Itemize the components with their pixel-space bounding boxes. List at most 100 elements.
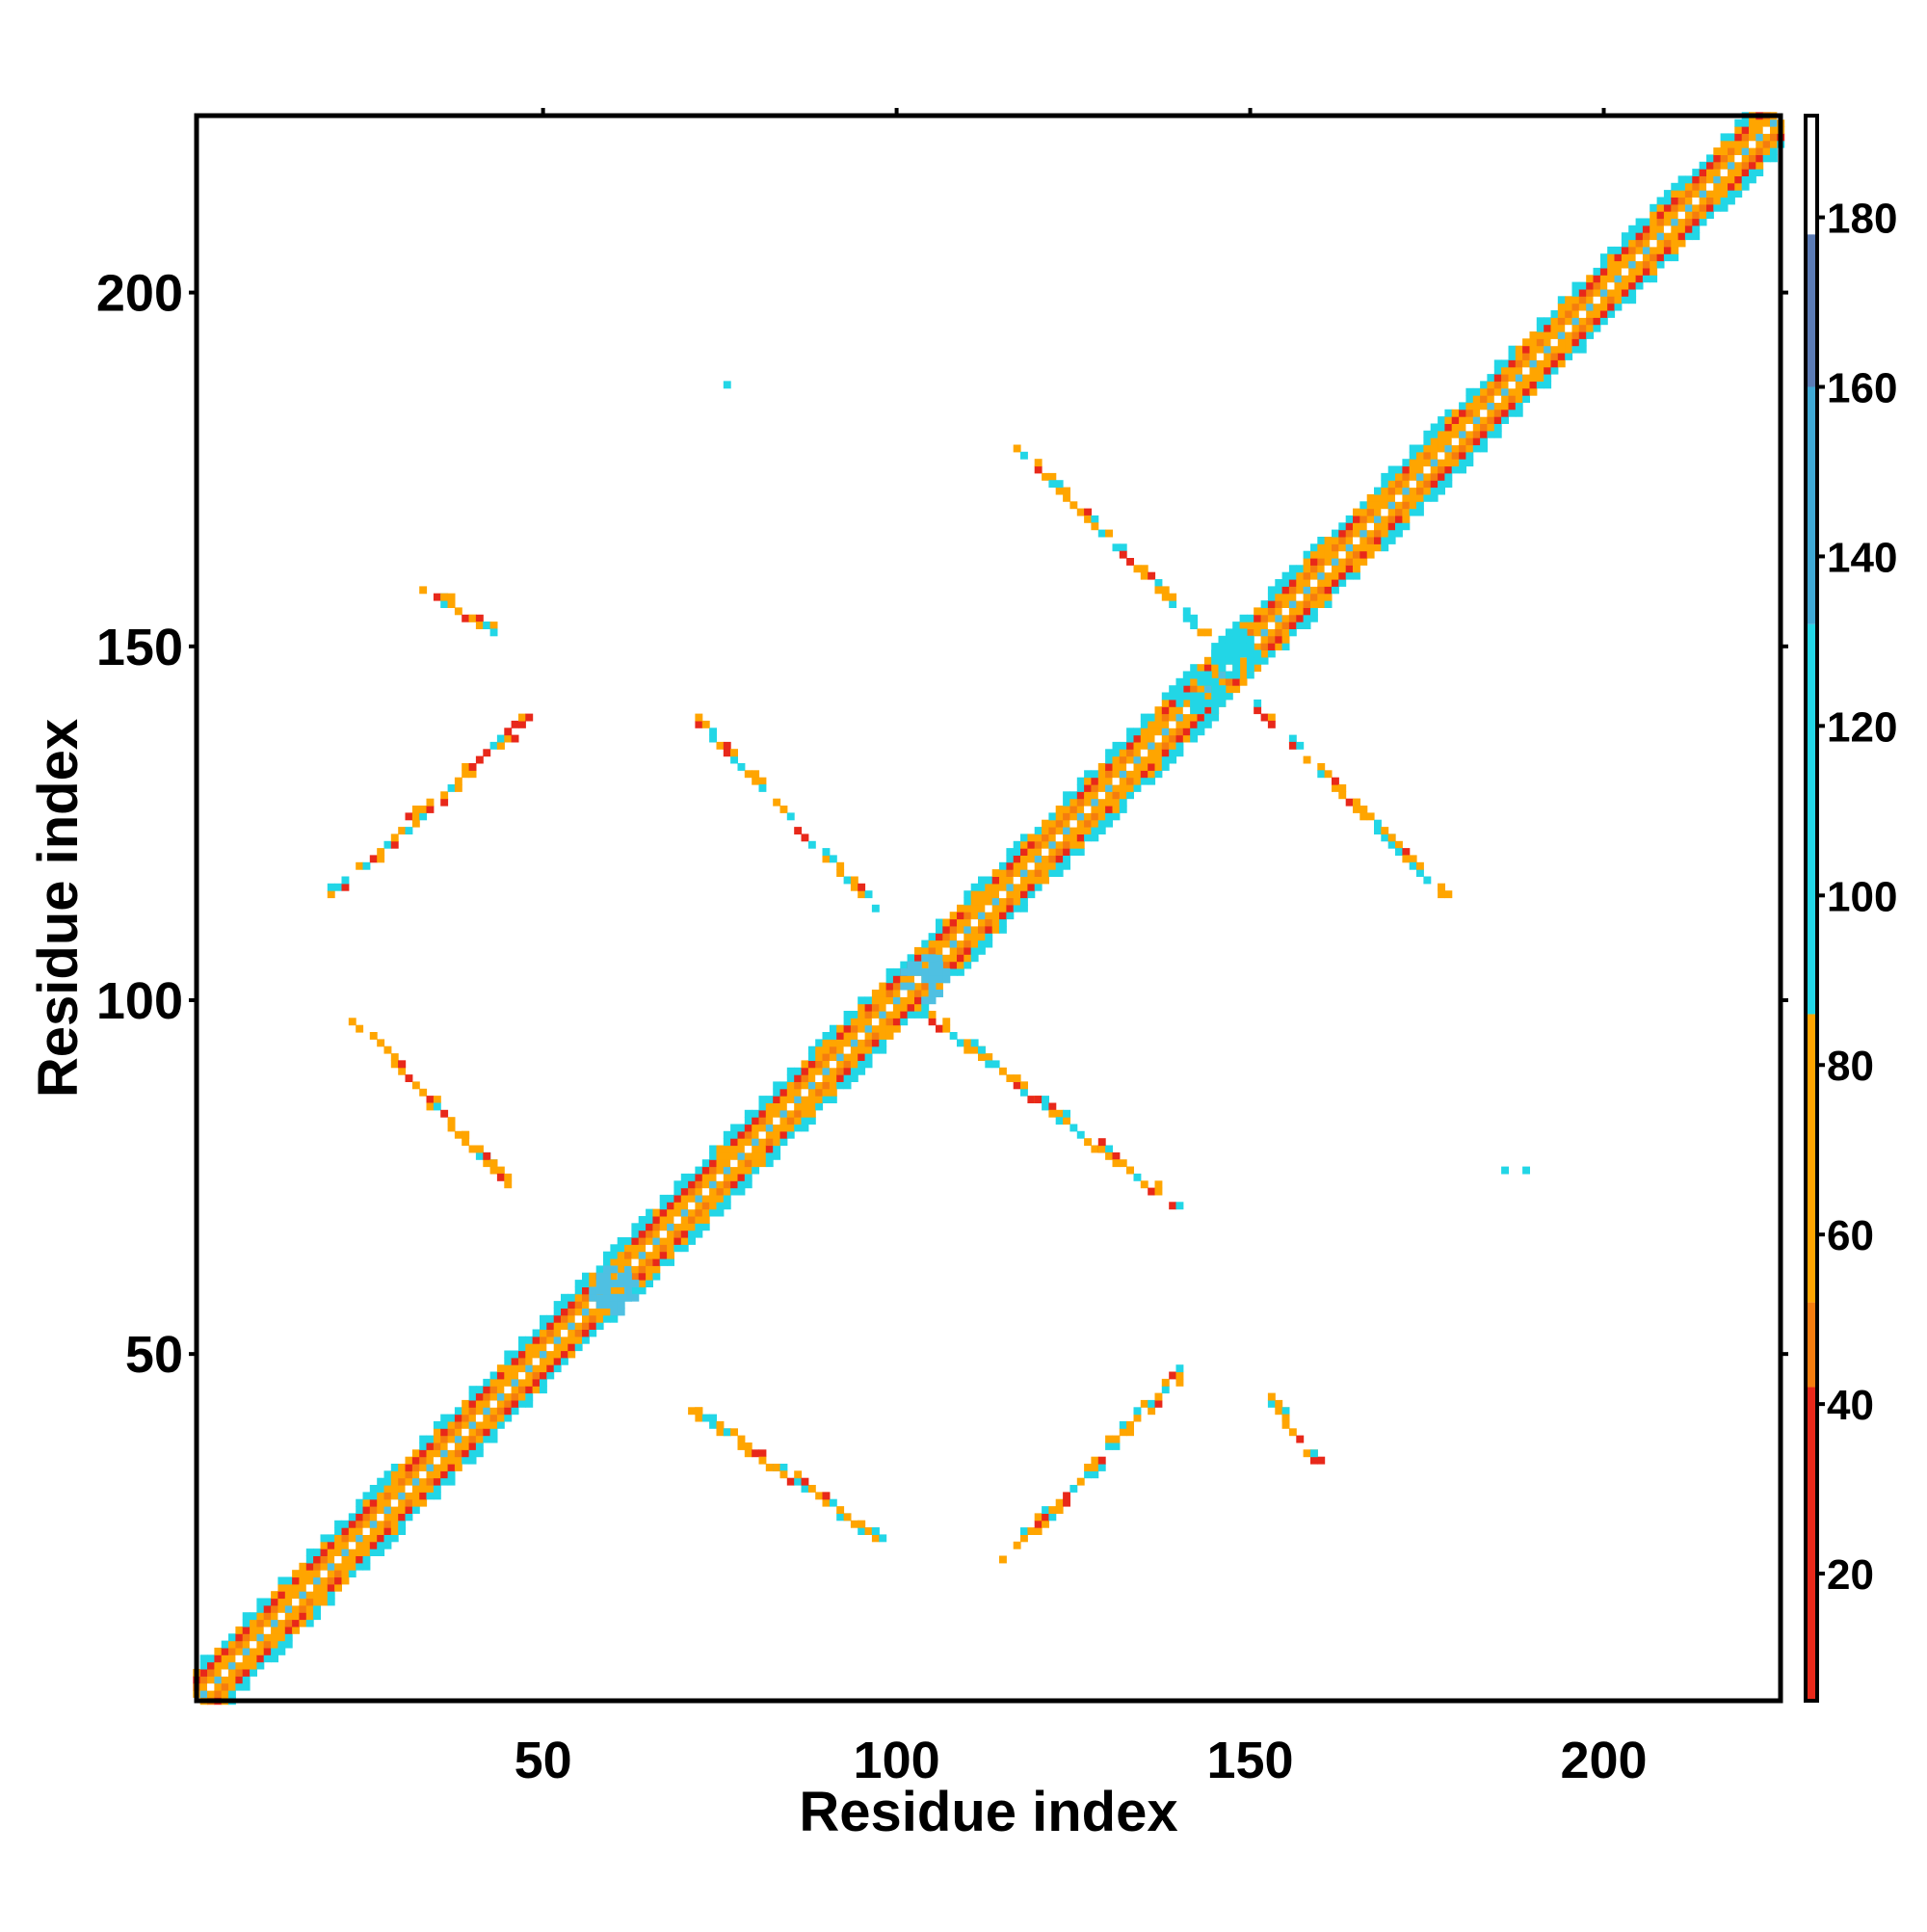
heatmap-cell [1522, 381, 1530, 389]
heatmap-cell [737, 1442, 746, 1450]
heatmap-cell [1699, 190, 1707, 198]
heatmap-cell [1310, 1456, 1318, 1465]
heatmap-cell [1190, 671, 1199, 679]
heatmap-cell [1402, 465, 1411, 474]
heatmap-cell [377, 1498, 385, 1507]
heatmap-cell [518, 1364, 526, 1373]
heatmap-cell [1423, 465, 1432, 474]
heatmap-cell [348, 1534, 356, 1543]
heatmap-cell [1650, 275, 1658, 283]
heatmap-cell [879, 982, 887, 991]
heatmap-cell [1246, 622, 1254, 629]
heatmap-cell [1069, 819, 1078, 828]
heatmap-cell [680, 1208, 689, 1217]
heatmap-cell [1508, 402, 1517, 410]
heatmap-cell [561, 1314, 568, 1323]
heatmap-cell [1671, 253, 1679, 262]
heatmap-cell [758, 1109, 767, 1118]
heatmap-cell [1338, 550, 1347, 559]
heatmap-cell [1055, 806, 1064, 813]
heatmap-cell [1480, 387, 1488, 396]
heatmap-cell [1353, 558, 1360, 566]
heatmap-cell [758, 1096, 767, 1103]
heatmap-cell [1303, 607, 1311, 616]
heatmap-cell [1324, 600, 1333, 608]
heatmap-cell [970, 890, 979, 899]
heatmap-cell [483, 749, 491, 757]
heatmap-cell [1374, 537, 1382, 544]
heatmap-cell [426, 1456, 435, 1465]
heatmap-cell [1034, 827, 1043, 834]
heatmap-cell [1197, 699, 1205, 707]
heatmap-cell [1175, 706, 1184, 715]
heatmap-cell [398, 1506, 407, 1514]
heatmap-cell [1493, 395, 1502, 403]
heatmap-cell [1501, 409, 1509, 417]
heatmap-cell [1218, 664, 1227, 673]
heatmap-cell [773, 1102, 781, 1111]
heatmap-cell [277, 1633, 286, 1642]
heatmap-cell [511, 1399, 519, 1408]
heatmap-cell [1487, 416, 1495, 424]
heatmap-cell [1048, 1506, 1057, 1514]
heatmap-cell [779, 1081, 788, 1090]
heatmap-cell [1628, 239, 1637, 248]
x-tick-label: 200 [1560, 1732, 1647, 1789]
heatmap-cell [468, 1392, 477, 1401]
heatmap-cell [468, 1428, 477, 1437]
heatmap-cell [1203, 685, 1212, 694]
heatmap-cell [1288, 741, 1297, 750]
heatmap-cell [1303, 1449, 1311, 1458]
heatmap-cell [985, 897, 993, 906]
heatmap-cell [489, 1407, 498, 1416]
heatmap-cell [1374, 529, 1382, 538]
heatmap-cell [1635, 260, 1644, 269]
heatmap-cell [292, 1576, 300, 1585]
heatmap-cell [1048, 480, 1057, 489]
heatmap-cell [957, 904, 964, 913]
heatmap-cell [1728, 190, 1735, 198]
heatmap-cell [504, 1371, 513, 1380]
heatmap-cell [1310, 586, 1318, 595]
heatmap-cell [369, 1548, 378, 1556]
heatmap-cell [475, 1442, 484, 1450]
heatmap-cell [540, 1350, 547, 1359]
heatmap-cell [1374, 501, 1382, 510]
heatmap-cell [334, 1520, 342, 1528]
heatmap-cell [1430, 430, 1439, 438]
heatmap-cell [723, 1194, 731, 1203]
heatmap-cell [532, 1357, 541, 1365]
heatmap-cell [1013, 1074, 1021, 1082]
heatmap-cell [871, 1011, 880, 1019]
heatmap-cell [907, 961, 915, 969]
heatmap-cell [433, 1477, 441, 1486]
heatmap-cell [978, 1045, 986, 1054]
heatmap-cell [1288, 607, 1297, 616]
heatmap-cell [695, 1194, 703, 1203]
heatmap-cell [390, 1506, 399, 1514]
heatmap-cell [1027, 1096, 1036, 1103]
heatmap-cell [1225, 692, 1233, 701]
heatmap-cell [1720, 140, 1729, 148]
heatmap-cell [942, 940, 951, 948]
heatmap-cell [440, 1477, 449, 1486]
heatmap-cell [1487, 381, 1495, 389]
heatmap-cell [398, 1060, 407, 1069]
heatmap-cell [978, 904, 986, 913]
heatmap-cell [822, 1045, 831, 1054]
heatmap-cell [1599, 310, 1608, 318]
heatmap-cell [907, 996, 915, 1005]
heatmap-cell [475, 1392, 484, 1401]
heatmap-cell [256, 1612, 265, 1621]
heatmap-cell [843, 1060, 852, 1069]
heatmap-cell [723, 1428, 731, 1437]
heatmap-cell [532, 1371, 541, 1380]
heatmap-cell [1522, 1166, 1530, 1175]
heatmap-cell [1728, 140, 1735, 148]
heatmap-cell [1203, 713, 1212, 722]
heatmap-cell [1006, 904, 1015, 913]
heatmap-cell [1175, 734, 1184, 743]
heatmap-cell [858, 890, 866, 899]
heatmap-cell [942, 975, 951, 984]
heatmap-cell [999, 890, 1007, 899]
